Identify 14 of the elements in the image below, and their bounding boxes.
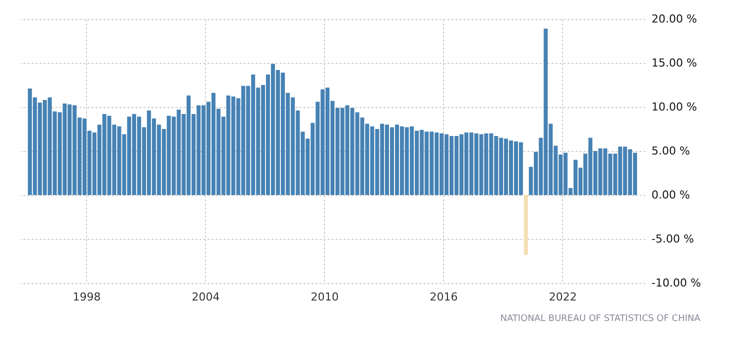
y-tick-label: 5.00 % xyxy=(652,144,690,158)
y-tick-label: 20.00 % xyxy=(652,12,697,26)
x-tick-label: 2010 xyxy=(310,290,339,304)
text: NATIONAL BUREAU OF STATISTICS OF CHINA xyxy=(500,314,702,324)
y-tick-label: 15.00 % xyxy=(652,56,697,70)
bar xyxy=(524,195,528,255)
y-tick-label: -10.00 % xyxy=(652,276,701,290)
y-tick-label: -5.00 % xyxy=(652,232,694,246)
x-tick-label: 2004 xyxy=(192,290,220,304)
x-tick-label: 2016 xyxy=(430,290,458,304)
x-tick-label: 2022 xyxy=(548,290,577,304)
y-tick-label: 10.00 % xyxy=(652,100,697,114)
x-tick-label: 1998 xyxy=(72,290,101,304)
y-tick-label: 0.00 % xyxy=(652,188,690,202)
